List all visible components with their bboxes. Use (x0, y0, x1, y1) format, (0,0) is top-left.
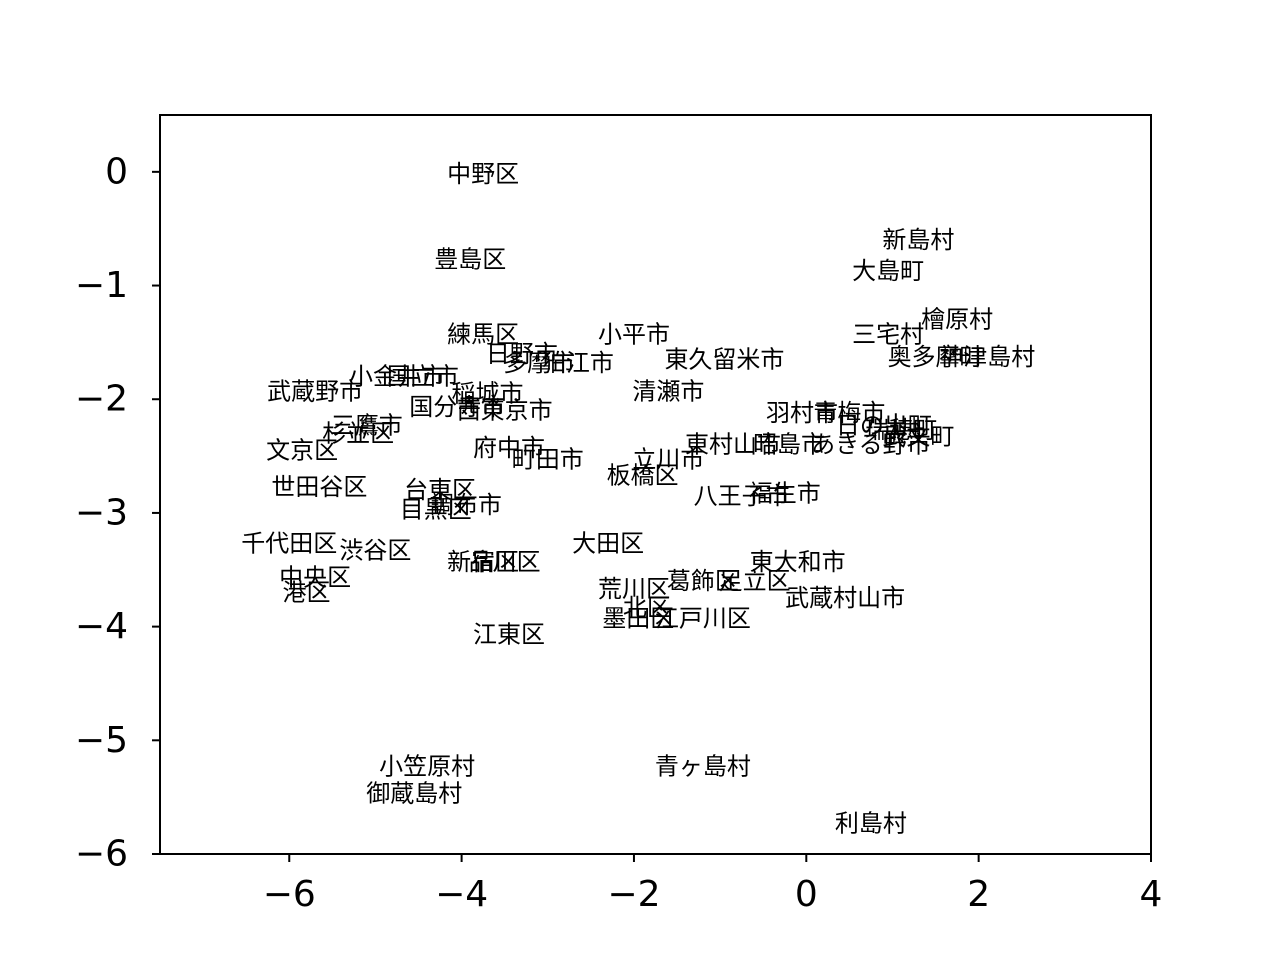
point-label: 立川市 (632, 445, 704, 473)
point-label: 羽村市 (766, 399, 838, 427)
point-label: 府中市 (473, 434, 545, 462)
point-label: 足立区 (719, 567, 791, 595)
point-label: 品川区 (469, 548, 541, 576)
point-label: 町田市 (512, 445, 584, 473)
y-tick-label: −4 (75, 606, 128, 647)
x-tick-label: 0 (795, 874, 818, 915)
point-label: 東大和市 (750, 548, 846, 576)
point-label: 小笠原村 (379, 752, 475, 780)
point-label: 福生市 (749, 480, 821, 508)
point-label: 檜原村 (921, 306, 993, 334)
y-tick-label: −5 (75, 720, 128, 761)
point-label: 国分寺市 (409, 393, 505, 421)
point-label: 小平市 (598, 320, 670, 348)
point-label: 日の出町 (836, 411, 932, 439)
point-label: 三鷹市 (331, 411, 403, 439)
point-label: 稲城市 (451, 380, 523, 408)
point-label: 狛江市 (542, 349, 614, 377)
point-label: 中野区 (447, 160, 519, 188)
point-label: 国立市 (387, 362, 459, 390)
point-label: あきる野市 (811, 431, 931, 459)
point-label: 目黒区 (400, 496, 472, 524)
point-label: 渋谷区 (339, 536, 411, 564)
x-tick-label: −2 (607, 874, 660, 915)
point-label: 新島村 (882, 226, 954, 254)
point-label: 瑞穂町 (865, 416, 937, 444)
point-label: 墨田区 (602, 605, 674, 633)
point-label: 大田区 (572, 530, 644, 558)
point-label: 葛飾区 (667, 567, 739, 595)
x-tick-label: 2 (967, 874, 990, 915)
point-label: 神津島村 (939, 343, 1035, 371)
y-tick-label: −2 (75, 379, 128, 420)
point-label: 御蔵島村 (366, 780, 462, 808)
point-label: 台東区 (404, 476, 476, 504)
y-tick-label: 0 (105, 151, 128, 192)
point-label: 武蔵村山市 (785, 584, 905, 612)
point-label: 西東京市 (457, 397, 553, 425)
point-label: 武蔵野市 (267, 377, 363, 405)
point-label: 千代田区 (241, 530, 337, 558)
point-label: 武文町 (882, 423, 954, 451)
y-axis: 0 −1 −2 −3 −4 −5 −6 (75, 151, 160, 875)
point-label: 荒川区 (598, 575, 670, 603)
point-label: 青ヶ島村 (655, 752, 751, 780)
point-label: 北区 (623, 593, 671, 621)
point-label: 練馬区 (447, 320, 519, 348)
point-label: 多摩市 (503, 349, 575, 377)
point-label: 昭島市 (753, 431, 825, 459)
point-label: 八王子市 (694, 482, 790, 510)
x-tick-label: −4 (435, 874, 488, 915)
point-label: 江戸川区 (655, 605, 751, 633)
point-label: 三宅村 (852, 320, 924, 348)
point-label: 江東区 (473, 621, 545, 649)
y-tick-label: −3 (75, 492, 128, 533)
point-label: 東村山市 (685, 431, 781, 459)
point-label: 東久留米市 (664, 345, 784, 373)
y-tick-label: −1 (75, 265, 128, 306)
point-label: 豊島区 (434, 245, 506, 273)
point-label: 文京区 (266, 436, 338, 464)
plot-frame (159, 114, 1152, 855)
point-label: 小金井市 (349, 362, 445, 390)
point-label: 世田谷区 (271, 473, 367, 501)
x-tick-label: 4 (1140, 874, 1163, 915)
point-label: 日野市 (486, 340, 558, 368)
point-label: 中央区 (279, 564, 351, 592)
point-label: 青梅市 (813, 399, 885, 427)
point-label: 板橋区 (607, 461, 679, 489)
point-label: 新宿区 (447, 548, 519, 576)
point-label: 調布市 (430, 491, 502, 519)
point-label: 清瀬市 (632, 377, 704, 405)
point-label: 大島町 (852, 257, 924, 285)
point-label: 杉並区 (322, 419, 394, 447)
x-axis: −6 −4 −2 0 2 4 (263, 854, 1163, 915)
x-tick-label: −6 (263, 874, 316, 915)
point-label: 利島村 (835, 809, 907, 837)
y-tick-label: −6 (75, 834, 128, 875)
point-label: 港区 (282, 579, 330, 607)
point-label: 奥多摩町 (888, 343, 984, 371)
